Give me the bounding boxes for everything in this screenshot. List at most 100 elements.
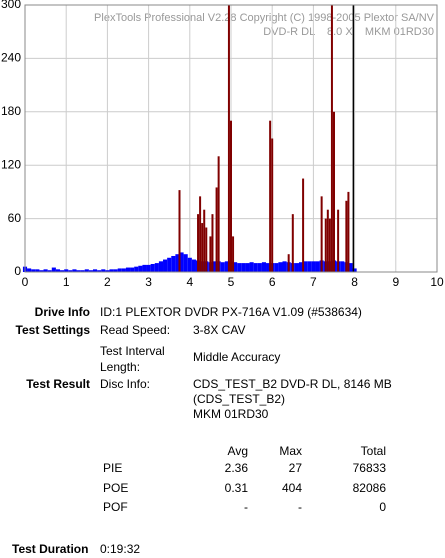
bar [307,261,312,272]
bar [31,269,36,272]
bar [101,269,106,272]
x-tick-label: 0 [22,275,29,289]
plot-frame [24,4,438,273]
table-cell: Total [360,444,386,458]
bar [125,267,131,272]
bar [282,261,287,272]
bar [249,262,254,272]
bar [271,138,274,272]
x-tick-label: 6 [269,275,276,289]
value: MKM 01RD30 [193,407,269,421]
value: 3-8X CAV [193,323,246,337]
bar [245,263,250,272]
bar [302,178,305,272]
bar [121,268,126,272]
bar [315,261,320,272]
bar [43,269,48,272]
bar [294,263,299,272]
bar [154,263,159,272]
bar [76,270,81,272]
bar [35,269,40,272]
table-cell: - [298,500,302,514]
bar [217,156,220,272]
bar [60,270,65,272]
bar [105,270,110,272]
y-tick-label: 180 [1,104,21,118]
table-cell: Max [279,444,302,458]
table-cell: Avg [227,444,248,458]
bar [266,263,271,272]
bar [330,5,333,272]
bar [227,5,230,272]
y-tick-label: 120 [1,157,21,171]
bar [291,214,294,272]
x-tick-label: 9 [392,275,399,289]
bar [352,268,357,272]
label: Read Speed: [100,323,171,337]
bar [130,267,135,272]
bar [179,252,184,272]
annotation: PlexTools Professional V2.28 Copyright (… [94,12,435,24]
bar [311,261,316,272]
value: (CDS_TEST_B2) [193,392,286,406]
bar [333,111,335,272]
bar [199,196,202,272]
bar [187,257,192,272]
bar [211,214,214,272]
bar [340,261,345,272]
bar [109,269,114,272]
bar [215,187,218,272]
bar [274,263,279,272]
bar [203,209,206,272]
bar [220,262,225,272]
y-tick-label: 0 [14,264,21,278]
bar [197,214,200,272]
label: Test Interval Length: [100,344,165,374]
y-tick-label: 240 [1,51,21,65]
bar [320,196,323,272]
bar [39,270,44,272]
x-tick-label: 8 [351,275,358,289]
bar [175,254,180,272]
bar [253,263,258,272]
bar [324,218,327,272]
bar [209,236,212,272]
bar [269,120,272,272]
bar [232,236,235,272]
bar [55,269,61,272]
value: Middle Accuracy [193,350,281,364]
table-cell: 2.36 [224,461,248,475]
bar [328,218,331,272]
bar [178,190,181,272]
bar [146,264,151,272]
label: Test Duration [12,542,89,556]
bar [88,270,93,272]
bar [150,263,155,272]
bar [287,254,290,272]
bar [303,261,308,272]
bar [72,269,77,272]
label: Drive Info [34,305,90,319]
chart: PlexTools Professional V2.28 Copyright (… [1,0,444,289]
bar [68,270,73,272]
bar [348,263,353,272]
bar [113,269,118,272]
y-tick-label: 300 [1,0,21,11]
bar [80,270,85,272]
bar [183,254,188,272]
value: ID:1 PLEXTOR DVDR PX-716A V1.09 (#538634… [100,305,362,319]
bar [326,209,329,272]
x-tick-label: 7 [310,275,317,289]
table-cell: 27 [288,461,302,475]
bar [47,270,52,272]
bar [92,269,98,272]
bar [163,259,168,272]
table-cell: 0.31 [224,480,248,495]
value: CDS_TEST_B2 DVD-R DL, 8146 MB [193,377,392,391]
bar [233,262,238,272]
table-cell: - [244,500,248,514]
bar [224,261,229,272]
label: Disc Info: [100,377,151,391]
bar [298,262,304,272]
